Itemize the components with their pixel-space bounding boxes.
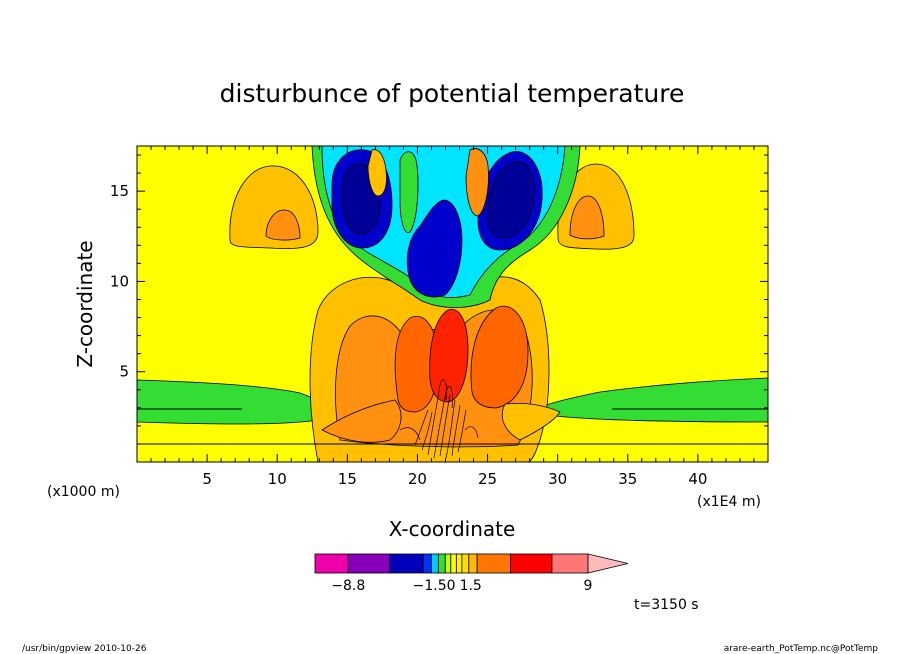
- x-axis-label: X-coordinate: [389, 517, 516, 541]
- x-tick-label: 10: [268, 470, 287, 488]
- colorbar-segment: [389, 553, 424, 574]
- x-tick-label: 20: [408, 470, 427, 488]
- colorbar-segment: [422, 553, 432, 574]
- contour-upper-left-core: [265, 209, 301, 241]
- contour-center-orange-streak-2: [367, 149, 387, 197]
- contour-center-blue-column: [406, 199, 463, 298]
- colorbar-segment: [551, 553, 589, 574]
- colorbar: −8.8 −1.50 1.5 9: [314, 553, 629, 594]
- contour-central-extreme: [429, 309, 469, 403]
- y-axis-unit: (x1000 m): [47, 484, 120, 500]
- colorbar-segment: [455, 553, 463, 574]
- contour-upper-right-core: [569, 195, 605, 240]
- plot-area: [137, 146, 768, 462]
- contour-upper-right-blue-core: [487, 161, 535, 239]
- colorbar-extend-arrow: [587, 553, 629, 574]
- contour-center-green-streak: [399, 151, 419, 233]
- x-tick-label: 35: [618, 470, 637, 488]
- colorbar-segment: [444, 553, 452, 574]
- y-tick-label: 5: [119, 363, 129, 381]
- x-tick-label: 40: [688, 470, 707, 488]
- x-tick-label: 30: [548, 470, 567, 488]
- colorbar-segment: [450, 553, 457, 574]
- footer-left: /usr/bin/gpview 2010-10-26: [22, 644, 147, 654]
- colorbar-label: 1.5: [460, 578, 482, 594]
- footer-right: arare-earth_PotTemp.nc@PotTemp: [724, 644, 879, 654]
- contour-lower-right-orange-wing: [501, 403, 561, 441]
- colorbar-segment: [461, 553, 470, 574]
- x-tick-label: 25: [478, 470, 497, 488]
- contour-lower-left-orange-wing: [321, 399, 402, 443]
- axes: 5 10 15 20 25 30 35 40 5 10 15: [110, 146, 768, 488]
- colorbar-segment: [347, 553, 391, 574]
- y-tick-label: 10: [110, 272, 129, 290]
- y-axis-label: Z-coordinate: [73, 240, 97, 367]
- contour-center-orange-streak: [465, 148, 489, 217]
- colorbar-label: 9: [584, 578, 593, 594]
- colorbar-segment: [431, 553, 439, 574]
- colorbar-segment: [509, 553, 553, 574]
- x-tick-label: 15: [338, 470, 357, 488]
- colorbar-segment: [437, 553, 446, 574]
- chart-title: disturbunce of potential temperature: [220, 79, 685, 108]
- y-tick-label: 15: [110, 182, 129, 200]
- colorbar-label: −8.8: [331, 578, 365, 594]
- contour-right-strong-lobe: [470, 305, 529, 409]
- x-tick-label: 5: [202, 470, 212, 488]
- colorbar-segment: [476, 553, 511, 574]
- x-axis-unit: (x1E4 m): [697, 494, 761, 510]
- colorbar-label: −1.50: [413, 578, 456, 594]
- contour-turbulence-lines: [399, 379, 479, 459]
- colorbar-segment: [468, 553, 478, 574]
- colorbar-segment: [314, 553, 349, 574]
- plot-frame: [136, 145, 769, 463]
- time-label: t=3150 s: [634, 597, 699, 613]
